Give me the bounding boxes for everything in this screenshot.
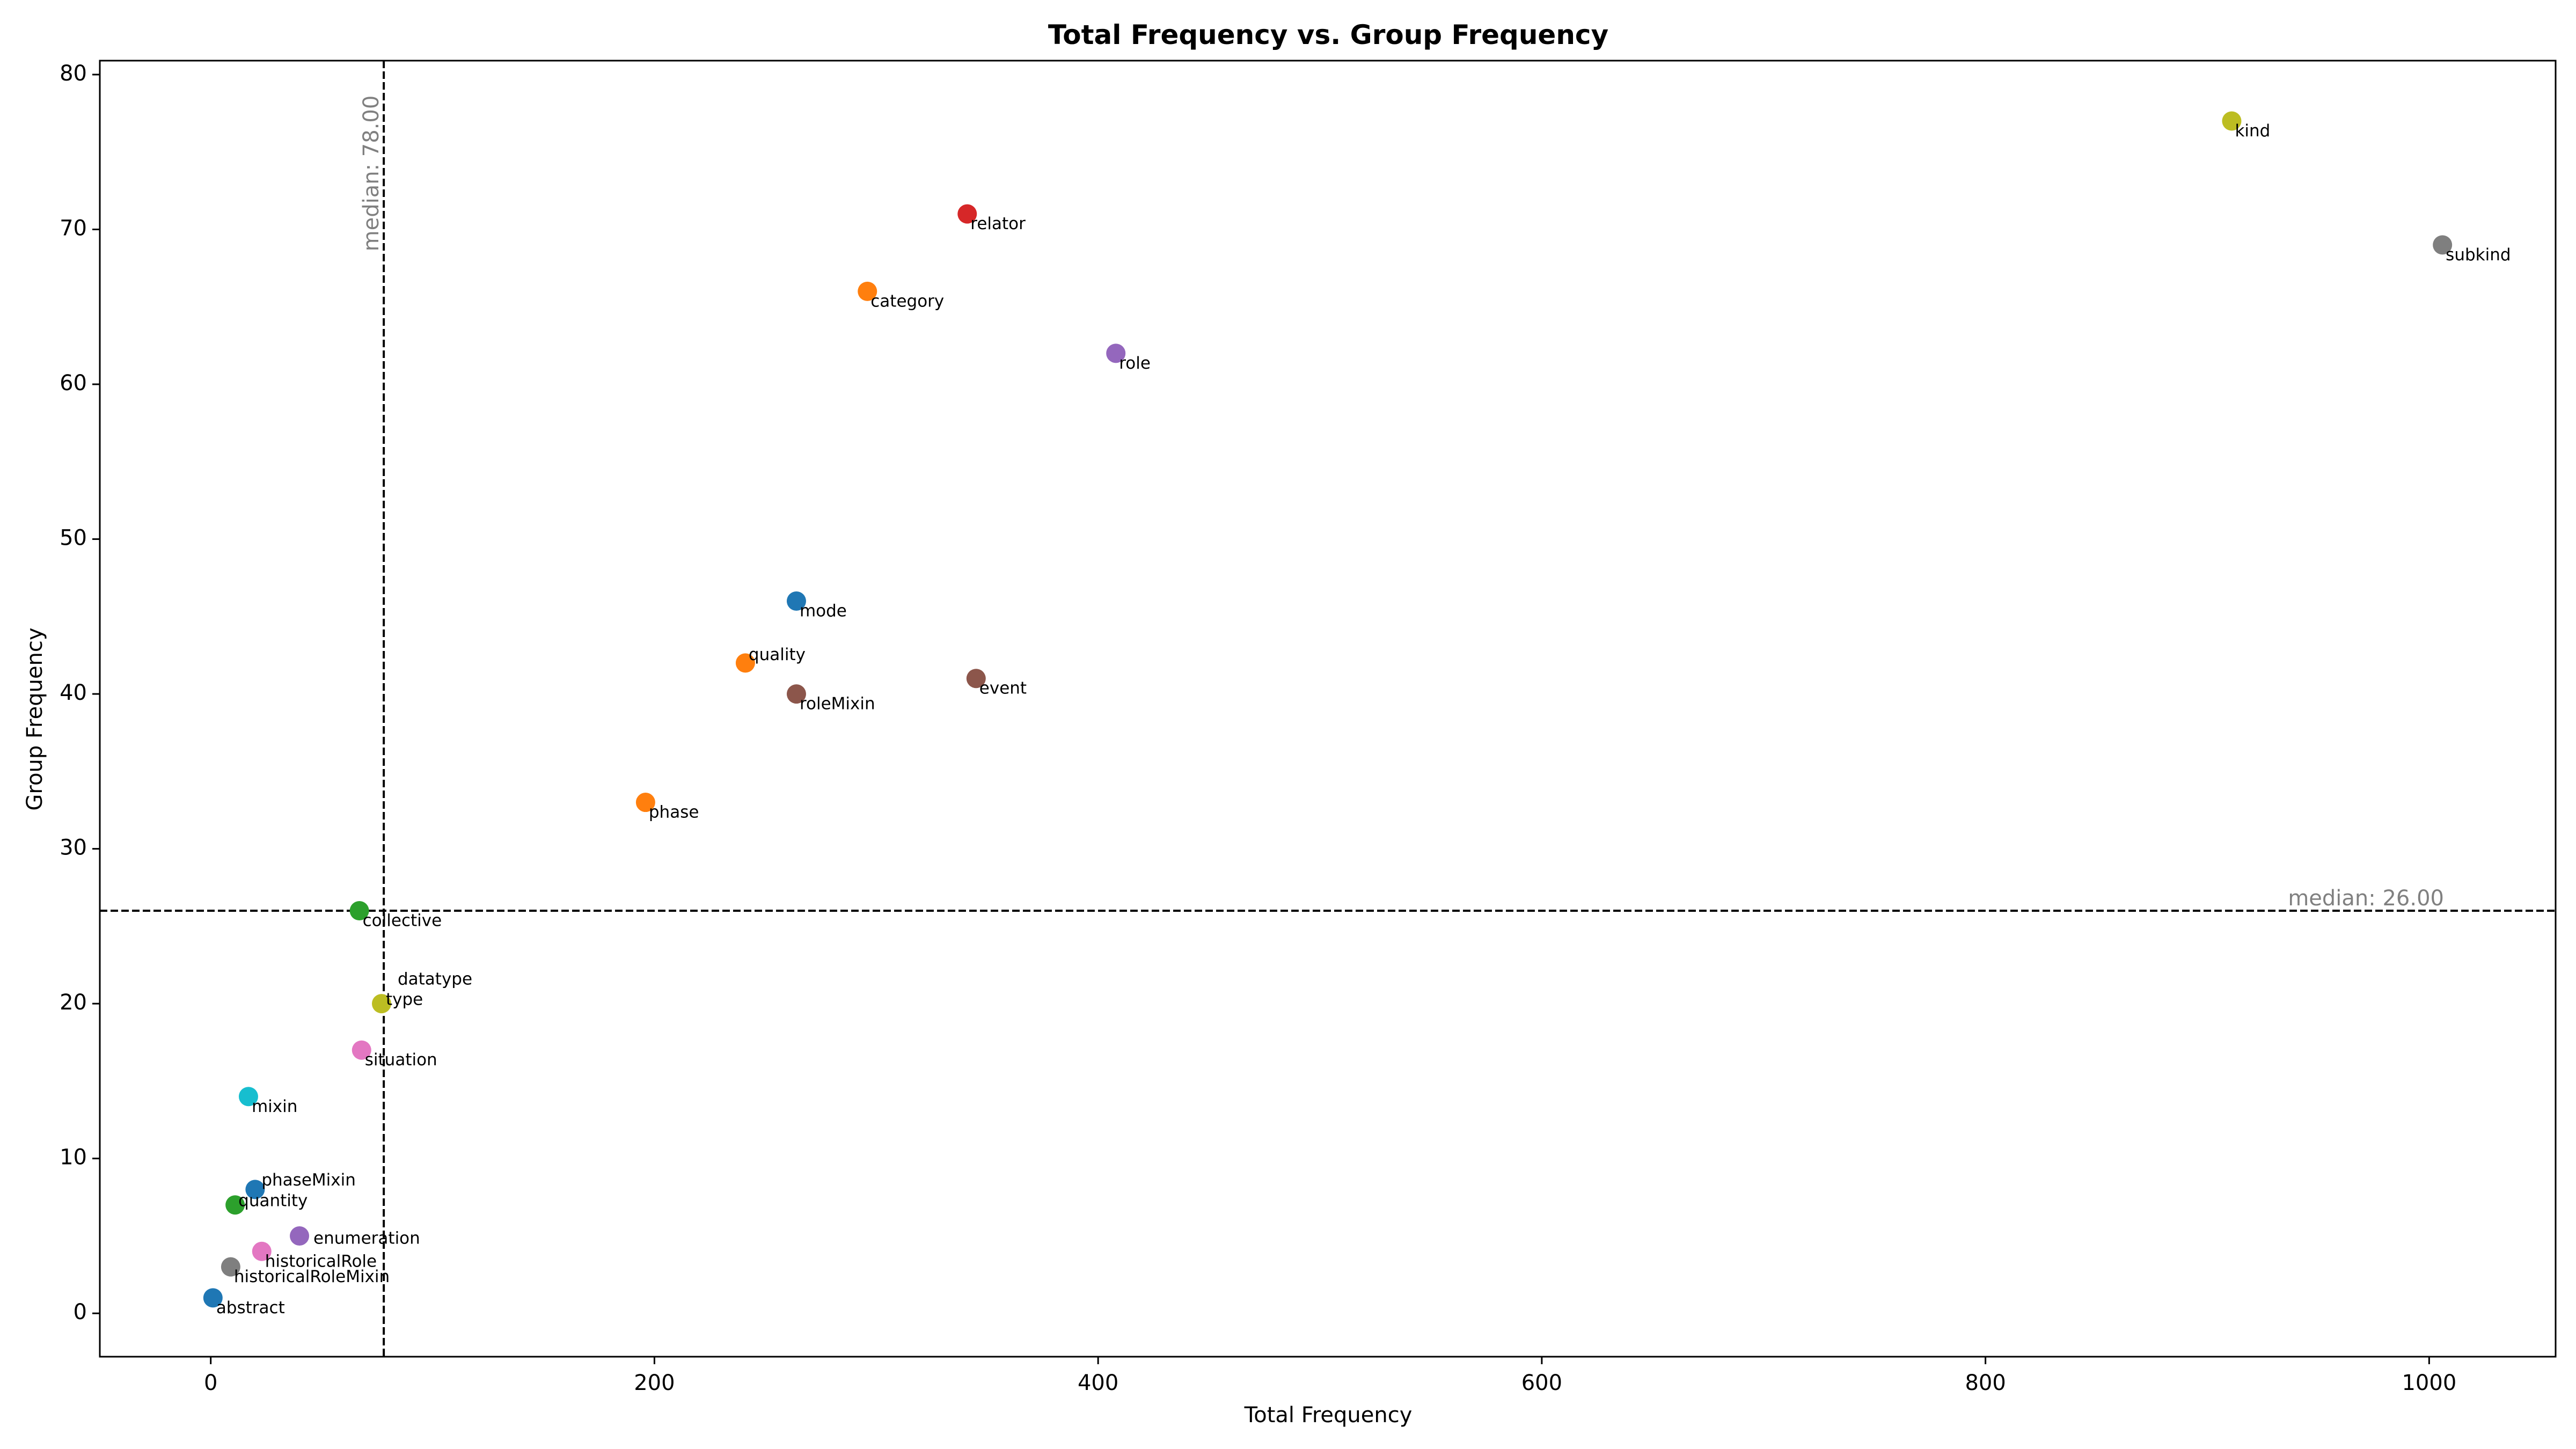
point-label-roleMixin: roleMixin <box>800 694 875 714</box>
median-y-label: median: 26.00 <box>2288 886 2444 911</box>
y-tick-label: 20 <box>60 990 87 1015</box>
point-relator <box>957 204 977 224</box>
point-label-collective: collective <box>363 911 442 931</box>
chart-title: Total Frequency vs. Group Frequency <box>1048 19 1608 50</box>
point-label-enumeration: enumeration <box>313 1228 420 1248</box>
point-quantity <box>225 1195 245 1215</box>
x-tick-label: 400 <box>1078 1371 1118 1395</box>
x-axis-label: Total Frequency <box>1244 1403 1413 1428</box>
point-category <box>858 281 877 301</box>
point-label-situation: situation <box>365 1050 437 1070</box>
point-label-abstract: abstract <box>216 1298 285 1318</box>
x-tick-label: 800 <box>1965 1371 2006 1395</box>
y-tick-label: 30 <box>60 836 87 860</box>
point-label-quantity: quantity <box>238 1191 308 1211</box>
point-mixin <box>238 1087 258 1107</box>
y-axis-label: Group Frequency <box>23 627 47 810</box>
plot-frame <box>99 60 2557 1358</box>
point-roleMixin <box>786 684 806 704</box>
point-label-relator: relator <box>970 214 1026 233</box>
point-kind <box>2222 111 2242 131</box>
point-label-phaseMixin: phaseMixin <box>261 1170 356 1190</box>
point-phaseMixin <box>245 1180 265 1199</box>
point-role <box>1106 343 1126 363</box>
point-quality <box>735 653 755 673</box>
point-enumeration <box>290 1226 310 1246</box>
x-tick-label: 600 <box>1521 1371 1562 1395</box>
point-label-subkind: subkind <box>2446 245 2511 265</box>
point-subkind <box>2433 235 2453 255</box>
y-tick-label: 60 <box>60 371 87 396</box>
point-phase <box>635 793 655 813</box>
x-tick-label: 0 <box>204 1371 217 1395</box>
point-historicalRoleMixin <box>221 1257 240 1277</box>
point-abstract <box>203 1288 223 1308</box>
y-tick-label: 10 <box>60 1145 87 1170</box>
point-label-quality: quality <box>749 645 806 664</box>
point-mode <box>786 591 806 611</box>
y-tick-label: 50 <box>60 526 87 551</box>
point-situation <box>352 1040 371 1060</box>
x-tick-label: 200 <box>634 1371 675 1395</box>
y-tick-label: 70 <box>60 216 87 240</box>
point-event <box>966 669 986 689</box>
point-label-mixin: mixin <box>252 1097 297 1116</box>
point-label-mode: mode <box>800 601 847 620</box>
point-label-historicalRoleMixin: historicalRoleMixin <box>234 1267 390 1286</box>
point-label-historicalRole: historicalRole <box>265 1252 377 1271</box>
y-tick-label: 80 <box>60 61 87 86</box>
point-label-category: category <box>870 291 944 311</box>
point-label-role: role <box>1119 354 1151 373</box>
x-tick-label: 1000 <box>2402 1371 2456 1395</box>
point-label-datatype: datatype <box>398 970 472 989</box>
point-label-type: type <box>386 990 423 1009</box>
point-collective <box>349 901 369 921</box>
point-label-kind: kind <box>2235 121 2270 141</box>
median-x-label: median: 78.00 <box>359 96 384 252</box>
point-historicalRole <box>252 1241 272 1261</box>
point-label-phase: phase <box>649 803 699 822</box>
point-label-event: event <box>979 679 1027 698</box>
y-tick-label: 0 <box>74 1300 87 1324</box>
point-type <box>371 994 391 1014</box>
y-tick-label: 40 <box>60 680 87 705</box>
plot-area: median: 78.00 median: 26.00 kind subkind rel… <box>60 60 2557 1395</box>
